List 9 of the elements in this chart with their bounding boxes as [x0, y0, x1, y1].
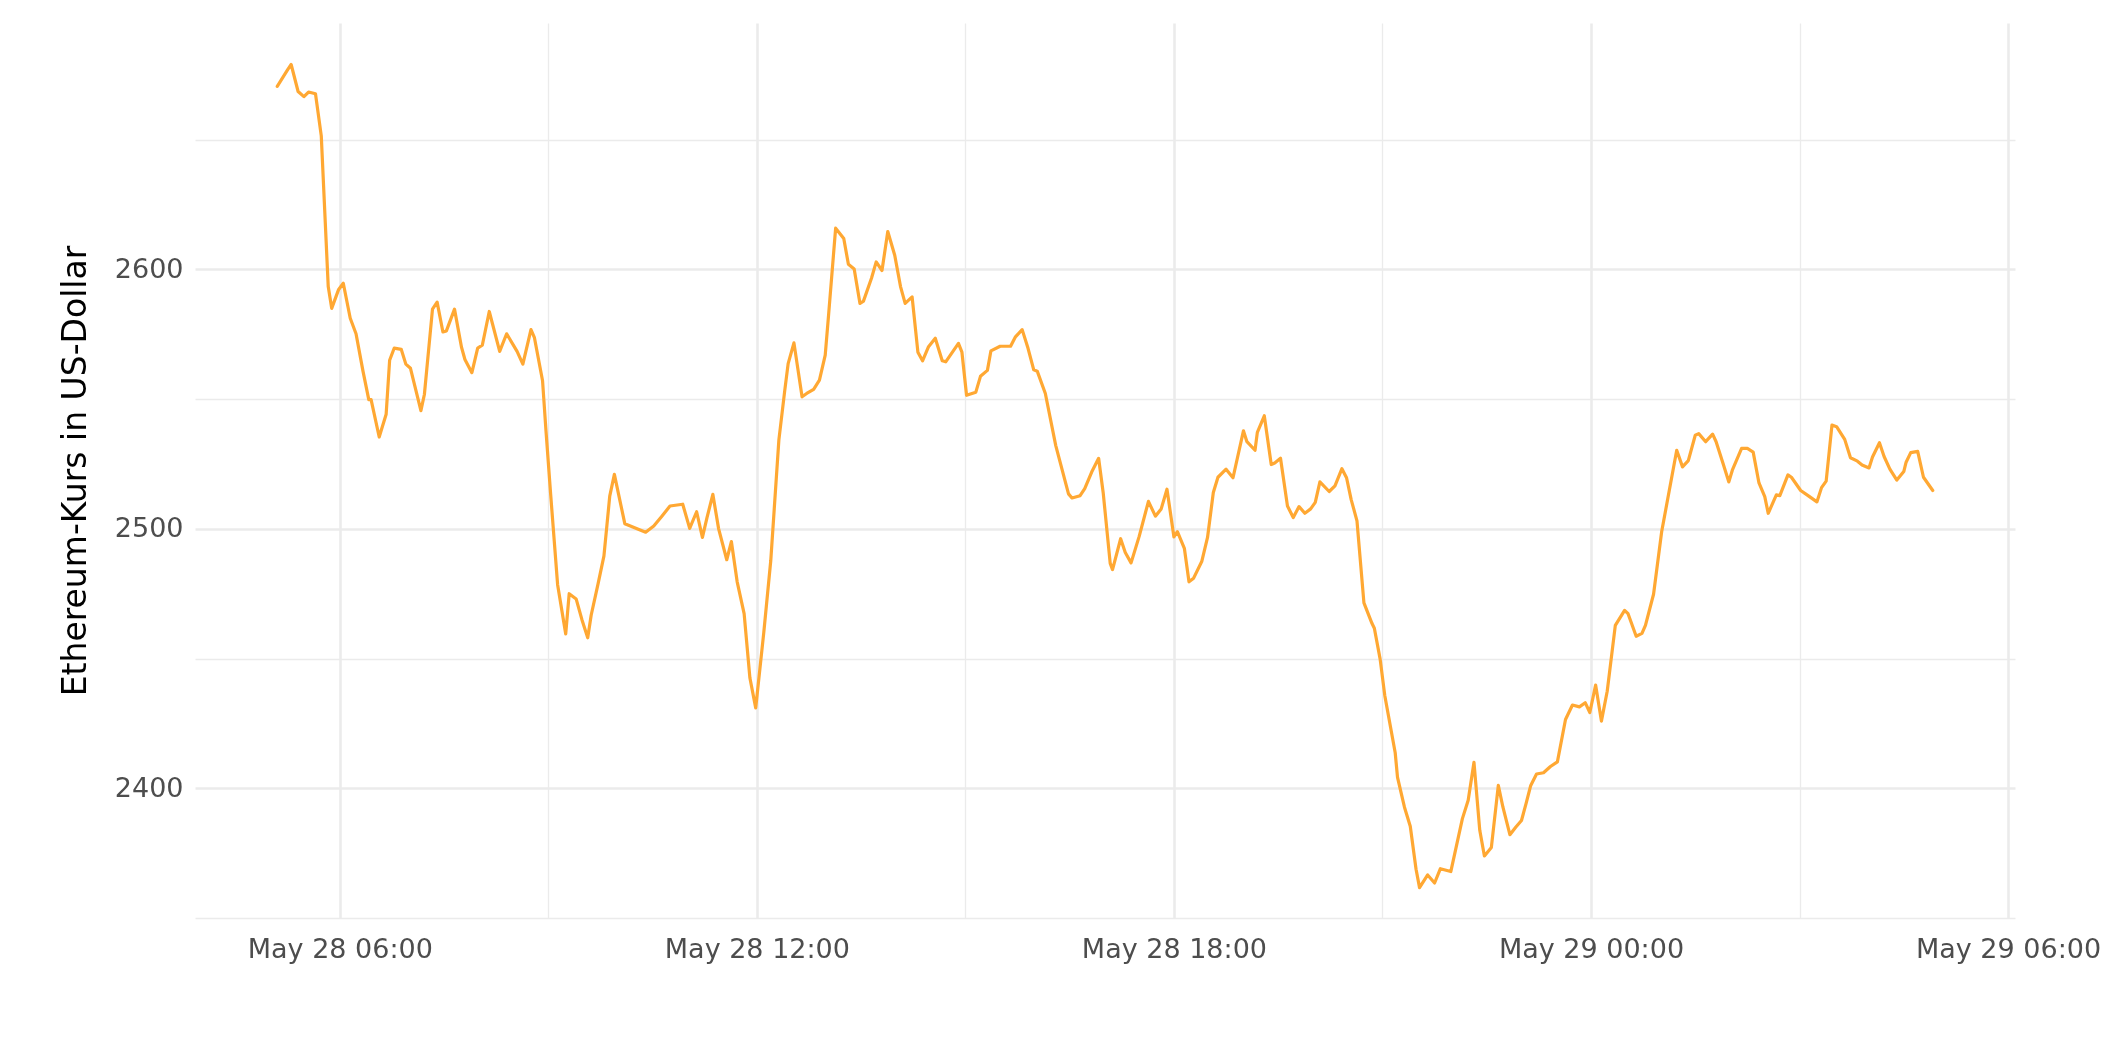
x-tick-label: May 28 12:00 [664, 932, 850, 964]
x-tick-label: May 29 00:00 [1498, 932, 1685, 964]
x-tick-label: May 28 06:00 [247, 932, 433, 964]
y-tick-label: 2400 [114, 771, 184, 803]
y-axis-title: Ethereum-Kurs in US-Dollar [54, 245, 94, 697]
x-tick-label: May 29 06:00 [1915, 932, 2102, 964]
y-tick-label: 2500 [114, 512, 184, 544]
x-tick-label: May 28 18:00 [1081, 932, 1268, 964]
y-tick-label: 2600 [114, 252, 184, 284]
